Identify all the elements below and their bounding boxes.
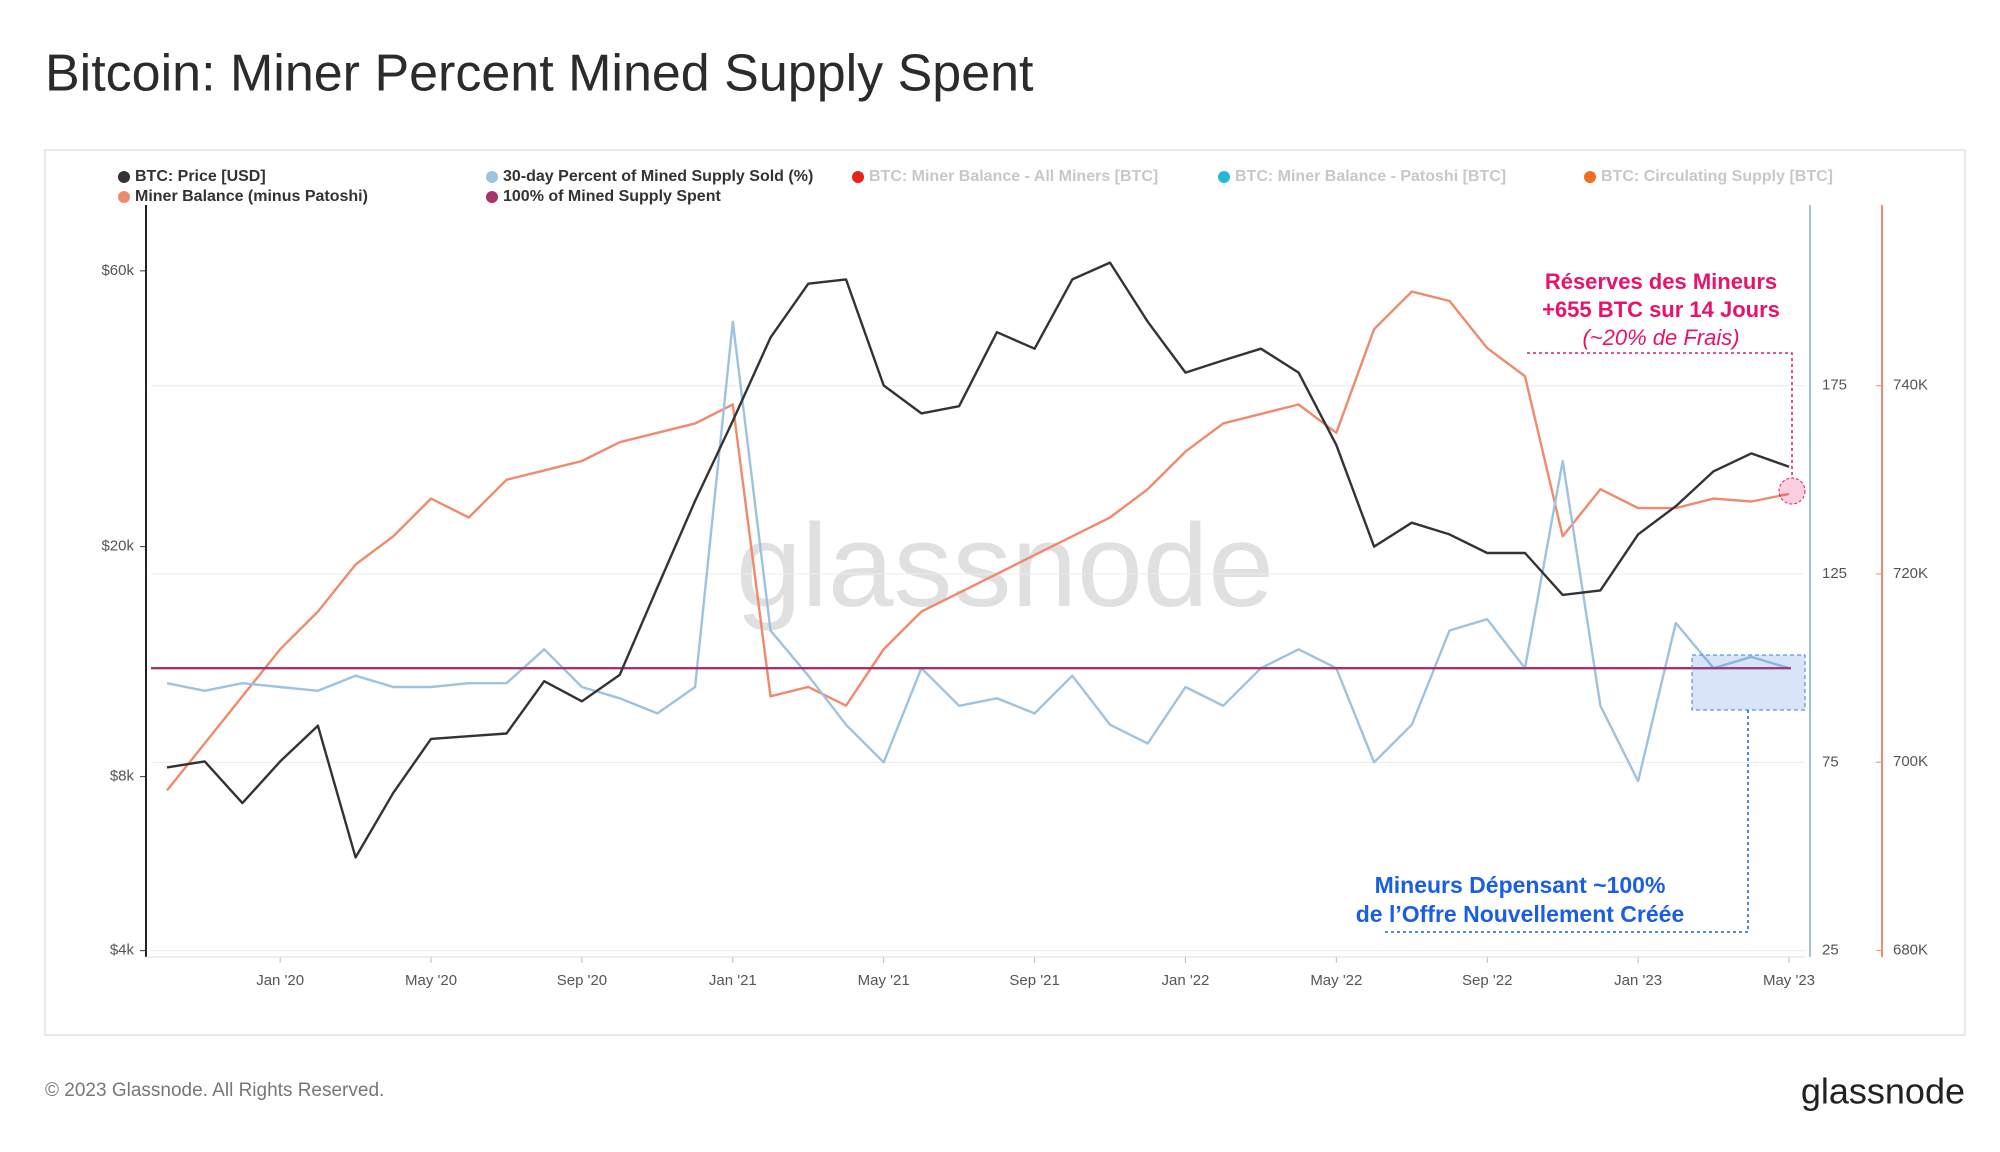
leader-line [1382, 710, 1749, 933]
x-tick-label: Sep '21 [1009, 972, 1059, 989]
legend-swatch [1218, 171, 1230, 183]
y-tick-label: $4k [110, 942, 135, 959]
copyright: © 2023 Glassnode. All Rights Reserved. [45, 1080, 384, 1101]
legend-label: 30-day Percent of Mined Supply Sold (%) [503, 168, 813, 185]
y-tick-label: $60k [101, 262, 134, 279]
legend-swatch [852, 171, 864, 183]
legend-swatch [486, 191, 498, 203]
y3-tick-label: 680K [1893, 941, 1928, 958]
highlight-circle [1778, 477, 1806, 505]
y3-tick-label: 720K [1893, 565, 1928, 582]
legend-swatch [1584, 171, 1596, 183]
annotation: (~20% de Frais) [1582, 325, 1739, 350]
x-tick-label: May '22 [1310, 972, 1362, 989]
legend-label: BTC: Circulating Supply [BTC] [1601, 168, 1833, 185]
x-tick-label: Jan '23 [1614, 972, 1662, 989]
watermark: glassnode [736, 500, 1274, 632]
legend-label: BTC: Price [USD] [135, 168, 266, 185]
y2-tick-label: 25 [1822, 942, 1839, 959]
y3-tick-label: 740K [1893, 377, 1928, 394]
y-tick-label: $20k [101, 538, 134, 555]
legend-label: BTC: Miner Balance - Patoshi [BTC] [1235, 168, 1506, 185]
x-tick-label: May '21 [858, 972, 910, 989]
x-tick-label: Jan '20 [256, 972, 304, 989]
x-tick-label: Sep '22 [1462, 972, 1512, 989]
legend-label: BTC: Miner Balance - All Miners [BTC] [869, 168, 1158, 185]
x-tick-label: Jan '22 [1162, 972, 1210, 989]
series-line [166, 320, 1790, 783]
y-tick-label: $8k [110, 768, 135, 785]
chart-title: Bitcoin: Miner Percent Mined Supply Spen… [45, 45, 1034, 103]
annotation: de l’Offre Nouvellement Créée [1356, 901, 1685, 927]
chart-frame [44, 149, 1966, 1036]
legend-swatch [118, 191, 130, 203]
x-tick-label: Jan '21 [709, 972, 757, 989]
y3-tick-label: 700K [1893, 753, 1928, 770]
x-tick-label: May '20 [405, 972, 457, 989]
series-line [166, 290, 1790, 792]
leader-line [1527, 352, 1793, 478]
annotation: +655 BTC sur 14 Jours [1542, 297, 1780, 322]
legend-label: Miner Balance (minus Patoshi) [135, 188, 368, 205]
annotation: Réserves des Mineurs [1545, 269, 1777, 294]
x-tick-label: Sep '20 [557, 972, 607, 989]
y2-tick-label: 175 [1822, 377, 1847, 394]
y2-tick-label: 125 [1822, 565, 1847, 582]
legend-label: 100% of Mined Supply Spent [503, 188, 721, 205]
legend-swatch [118, 171, 130, 183]
logo: glassnode [1801, 1071, 1965, 1112]
legend-swatch [486, 171, 498, 183]
annotation: Mineurs Dépensant ~100% [1375, 872, 1666, 898]
y2-tick-label: 75 [1822, 753, 1839, 770]
highlight-box [1691, 654, 1806, 711]
series-line [166, 261, 1790, 859]
x-tick-label: May '23 [1763, 972, 1815, 989]
